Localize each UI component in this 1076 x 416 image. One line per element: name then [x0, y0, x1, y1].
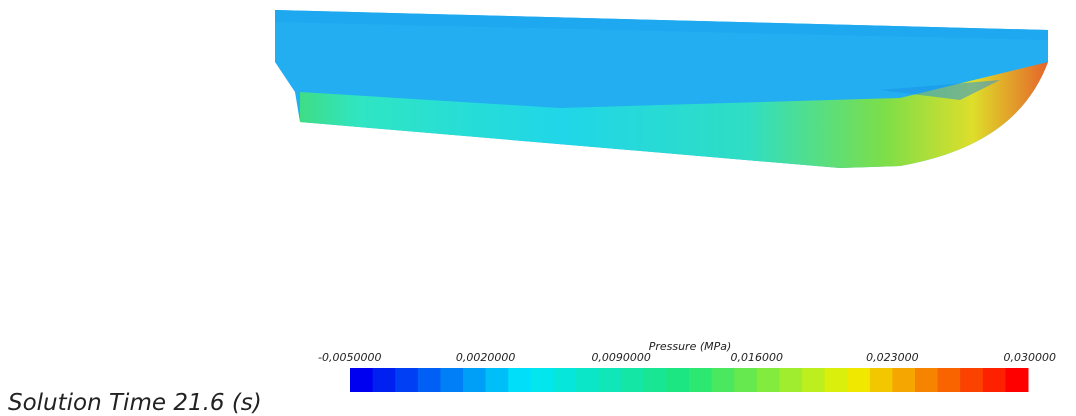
colorbar-segment [576, 368, 599, 392]
colorbar-segment [938, 368, 961, 392]
colorbar-segment [757, 368, 780, 392]
colorbar-tick-label: 0,0090000 [591, 351, 651, 364]
colorbar-segment [418, 368, 441, 392]
colorbar-title: Pressure (MPa) [649, 340, 732, 353]
colorbar-segment [712, 368, 735, 392]
colorbar-segment [599, 368, 622, 392]
colorbar-segment [915, 368, 938, 392]
colorbar-segment [666, 368, 689, 392]
colorbar-segment [463, 368, 486, 392]
colorbar-segment [350, 368, 373, 392]
colorbar-segment [802, 368, 825, 392]
hull [275, 10, 1048, 168]
colorbar-segment [621, 368, 644, 392]
colorbar-tick-label: 0,016000 [731, 351, 784, 364]
viewport: Pressure (MPa) -0,0050000 0,0020000 0,0090… [0, 0, 1076, 416]
colorbar-tick-label: -0,0050000 [318, 351, 381, 364]
colorbar: Pressure (MPa) -0,0050000 0,0020000 0,0090… [318, 340, 1056, 392]
colorbar-tick-label: 0,030000 [1004, 351, 1057, 364]
colorbar-segment [644, 368, 667, 392]
colorbar-segment [508, 368, 531, 392]
scene: Pressure (MPa) -0,0050000 0,0020000 0,0090… [0, 0, 1076, 416]
colorbar-segment [779, 368, 802, 392]
colorbar-segment [373, 368, 396, 392]
colorbar-segment [531, 368, 554, 392]
solution-time: Solution Time 21.6 (s) [8, 390, 262, 416]
colorbar-segment [689, 368, 712, 392]
colorbar-segment [734, 368, 757, 392]
colorbar-segment [825, 368, 848, 392]
colorbar-segment [870, 368, 893, 392]
colorbar-segment [395, 368, 418, 392]
colorbar-segment [983, 368, 1006, 392]
colorbar-segment [486, 368, 509, 392]
colorbar-segment [440, 368, 463, 392]
colorbar-segment [553, 368, 576, 392]
colorbar-tick-label: 0,0020000 [456, 351, 516, 364]
colorbar-segment [847, 368, 870, 392]
colorbar-segment [892, 368, 915, 392]
colorbar-tick-label: 0,023000 [866, 351, 919, 364]
colorbar-segment [960, 368, 983, 392]
colorbar-segment [1005, 368, 1028, 392]
